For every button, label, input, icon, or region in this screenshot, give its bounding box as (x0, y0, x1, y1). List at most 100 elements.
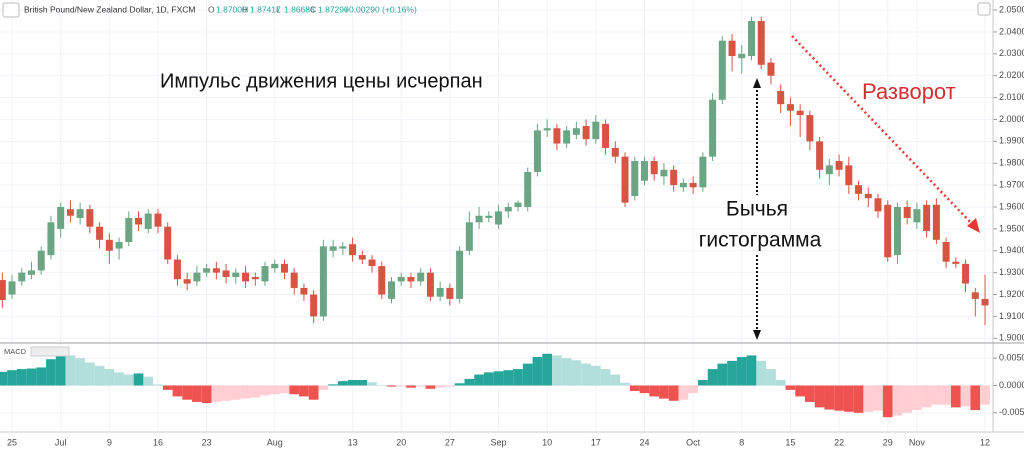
y-tick-label: 2.03000 (999, 48, 1024, 58)
candle-body (679, 182, 687, 188)
candle-body (806, 115, 814, 142)
macd-bar (7, 370, 17, 386)
macd-bar (795, 385, 806, 397)
ohlc-value: 1.86686 (284, 4, 315, 14)
candle-body (514, 202, 522, 207)
y-tick-label: 1.90000 (999, 333, 1024, 343)
settings-button[interactable] (2, 2, 20, 18)
candle-body (981, 298, 989, 306)
candle-body (903, 206, 911, 218)
ohlc-key: L (276, 4, 281, 14)
candle-body (884, 204, 892, 258)
macd-bar (435, 385, 445, 388)
candle-body (407, 277, 415, 282)
macd-bar (581, 363, 591, 386)
macd-bar (464, 378, 475, 386)
marks (0, 16, 990, 418)
x-tick-label: 10 (542, 437, 552, 447)
macd-bar (766, 369, 776, 386)
candle-body (66, 209, 74, 216)
indicator-buttons[interactable] (30, 346, 70, 357)
macd-bar (668, 385, 679, 401)
macd-bar (980, 385, 990, 405)
macd-bar (814, 385, 825, 408)
candle-body (533, 130, 541, 172)
y-tick-label: 1.91000 (999, 311, 1024, 321)
candle-body (971, 292, 979, 299)
macd-bar (950, 385, 961, 408)
candle-body (893, 206, 901, 256)
ohlc-key: O (208, 4, 215, 14)
y-tick-label: 2.01000 (999, 92, 1024, 102)
y-tick-label: 1.95000 (999, 223, 1024, 233)
candle-body (475, 215, 483, 223)
candle-body (319, 246, 327, 317)
y-tick-label: 1.94000 (999, 245, 1024, 255)
candle-body (738, 53, 746, 59)
x-tick-label: 9 (107, 437, 112, 447)
candle-body (728, 40, 736, 57)
x-tick-label: Jul (55, 437, 67, 447)
candle-body (543, 128, 551, 131)
candle-body (524, 171, 532, 207)
macd-bar (882, 385, 893, 418)
candle-body (563, 130, 571, 144)
macd-bar (659, 385, 669, 399)
macd-bar (707, 369, 718, 386)
candle-body (660, 169, 668, 177)
pane-button[interactable] (977, 2, 991, 16)
ohlc-value: 1.87417 (250, 4, 281, 14)
macd-bar (805, 385, 815, 402)
macd-bar (114, 372, 124, 386)
macd-bar (406, 385, 416, 388)
macd-bar (182, 385, 193, 400)
candle-body (397, 277, 405, 282)
macd-bar (873, 385, 883, 411)
y-tick-label: 2.05000 (999, 4, 1024, 14)
y-tick-label: 0.0000 (999, 380, 1024, 390)
macd-bar (201, 385, 212, 403)
macd-bar (240, 385, 251, 399)
candle-body (592, 121, 600, 140)
x-tick-label: 22 (834, 437, 844, 447)
candle-body (125, 217, 133, 243)
candle-body (640, 161, 648, 181)
macd-bar (678, 385, 689, 400)
candle-body (456, 250, 464, 299)
candle-body (203, 268, 211, 273)
candle-body (261, 266, 269, 282)
macd-bar (192, 385, 202, 402)
candle-body (777, 91, 785, 105)
macd-bar (785, 385, 796, 390)
candle-body (212, 268, 220, 273)
macd-bar (629, 385, 640, 391)
candle-body (767, 62, 775, 76)
macd-bar (338, 381, 348, 386)
y-tick-label: 2.00000 (999, 114, 1024, 124)
x-tick-label: 20 (396, 437, 406, 447)
macd-bar (522, 363, 533, 386)
macd-bar (853, 385, 864, 413)
macd-bar (941, 385, 951, 405)
macd-bar (688, 385, 698, 394)
candle-body (446, 287, 454, 299)
candle-body (611, 147, 619, 157)
candle-body (689, 182, 697, 188)
ohlc-value: 1.87290 (318, 4, 349, 14)
candle-body (76, 209, 84, 218)
macd-bar (143, 376, 154, 386)
macd-bar (162, 385, 173, 390)
candle-body (699, 156, 707, 188)
macd-bar (639, 385, 650, 394)
candle-body (388, 281, 395, 299)
macd-bar (75, 358, 85, 386)
macd-bar (26, 368, 37, 386)
macd-bar (250, 385, 261, 398)
x-tick-label: 27 (445, 437, 455, 447)
candle-body (115, 242, 123, 249)
candle-body (27, 270, 35, 275)
macd-bar (493, 371, 504, 386)
candle-body (37, 250, 45, 271)
macd-bar (698, 380, 708, 386)
macd-bar (396, 385, 407, 387)
